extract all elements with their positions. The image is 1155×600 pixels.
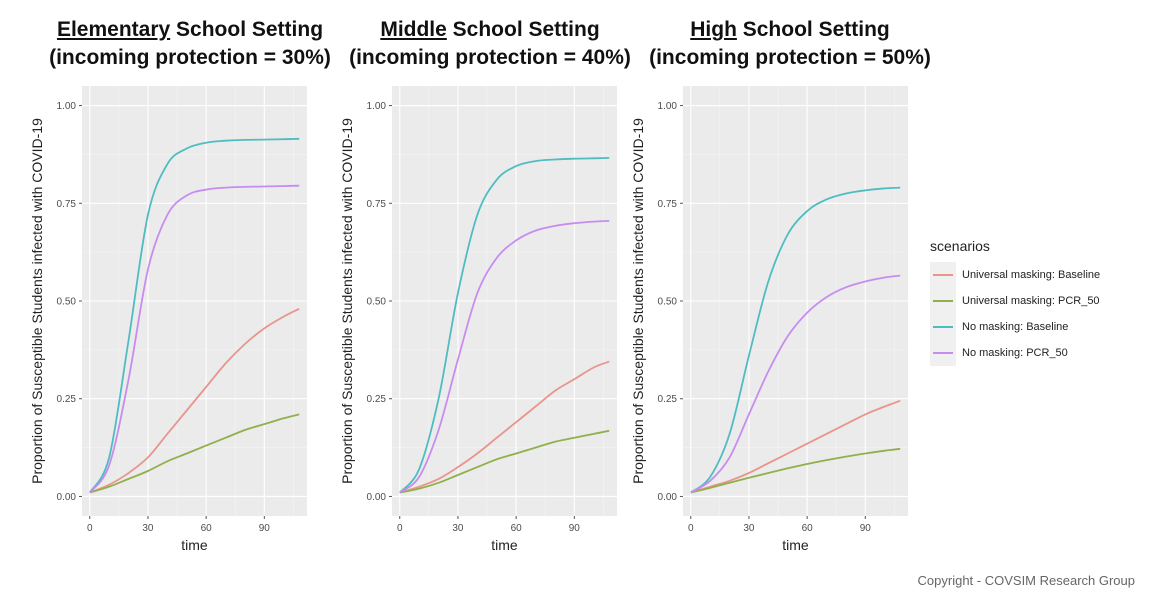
series-line [89,308,300,494]
x-axis-title: time [491,537,518,553]
title-line2: (incoming protection = 50%) [649,46,931,69]
y-tick-label: 1.00 [658,101,678,112]
legend-swatch [930,288,956,314]
legend-line [933,274,953,276]
panel-title-middle: Middle School Setting (incoming protecti… [340,16,640,72]
y-tick-label: 0.50 [367,297,387,308]
panel-title-elementary: Elementary School Setting (incoming prot… [40,16,340,72]
x-tick-label: 30 [142,523,154,534]
legend-swatch [930,340,956,366]
series-line [399,360,610,494]
x-axis-title: time [782,537,809,553]
title-rest: School Setting [170,18,324,41]
title-underlined: Middle [380,18,447,41]
title-underlined: High [690,18,737,41]
x-tick-label: 0 [87,523,93,534]
series-line [399,157,610,494]
legend-line [933,352,953,354]
x-tick-label: 0 [397,523,403,534]
y-tick-label: 0.00 [57,492,77,503]
series-line [690,274,901,494]
y-tick-label: 1.00 [57,101,77,112]
y-tick-label: 0.50 [658,297,678,308]
legend-item: No masking: PCR_50 [930,340,1140,366]
chart-panel: 0 30 60 90 0.00 0.25 0.50 0.75 1.00 time Proportio… [630,86,908,553]
series-line [399,220,610,494]
y-tick-label: 0.25 [658,394,678,405]
y-axis-title: Proportion of Susceptible Students infec… [630,118,646,484]
copyright-text: Copyright - COVSIM Research Group [917,573,1135,588]
legend: scenarios Universal masking: Baseline Un… [930,238,1140,366]
series-line [89,184,300,494]
x-tick-label: 0 [688,523,694,534]
chart-panel: 0 30 60 90 0.00 0.25 0.50 0.75 1.00 time Proportio… [339,86,617,553]
y-tick-label: 1.00 [367,101,387,112]
legend-label: Universal masking: Baseline [962,269,1101,281]
legend-item: No masking: Baseline [930,314,1140,340]
legend-item: Universal masking: Baseline [930,262,1140,288]
series-line [89,413,300,494]
legend-line [933,300,953,302]
x-tick-label: 60 [511,523,523,534]
y-tick-label: 0.25 [367,394,387,405]
title-rest: School Setting [446,18,600,41]
y-axis-title: Proportion of Susceptible Students infec… [29,118,45,484]
y-axis-title: Proportion of Susceptible Students infec… [339,118,355,484]
y-tick-label: 0.75 [57,199,77,210]
x-tick-label: 30 [743,523,755,534]
y-tick-label: 0.00 [367,492,387,503]
legend-label: No masking: Baseline [962,321,1069,333]
title-line2: (incoming protection = 40%) [349,46,631,69]
chart-panel: 0 30 60 90 0.00 0.25 0.50 0.75 1.00 time Proportio… [29,86,307,553]
x-tick-label: 90 [569,523,581,534]
y-tick-label: 0.50 [57,297,77,308]
x-tick-label: 30 [452,523,464,534]
x-tick-label: 90 [860,523,872,534]
title-underlined: Elementary [56,18,171,41]
legend-label: Universal masking: PCR_50 [962,295,1100,307]
y-tick-label: 0.75 [658,199,678,210]
legend-swatch [930,262,956,288]
legend-swatch [930,314,956,340]
series-line [690,447,901,494]
y-tick-label: 0.00 [658,492,678,503]
y-tick-label: 0.75 [367,199,387,210]
x-tick-label: 90 [259,523,271,534]
title-rest: School Setting [736,18,890,41]
series-line [89,137,300,493]
series-line [399,429,610,494]
legend-label: No masking: PCR_50 [962,347,1068,359]
x-axis-title: time [181,537,208,553]
title-line2: (incoming protection = 30%) [49,46,331,69]
legend-item: Universal masking: PCR_50 [930,288,1140,314]
y-tick-label: 0.25 [57,394,77,405]
legend-line [933,326,953,328]
x-tick-label: 60 [201,523,213,534]
series-line [690,186,901,494]
x-tick-label: 60 [802,523,814,534]
legend-title: scenarios [930,238,990,254]
series-line [690,399,901,494]
panel-title-high: High School Setting (incoming protection… [640,16,940,72]
